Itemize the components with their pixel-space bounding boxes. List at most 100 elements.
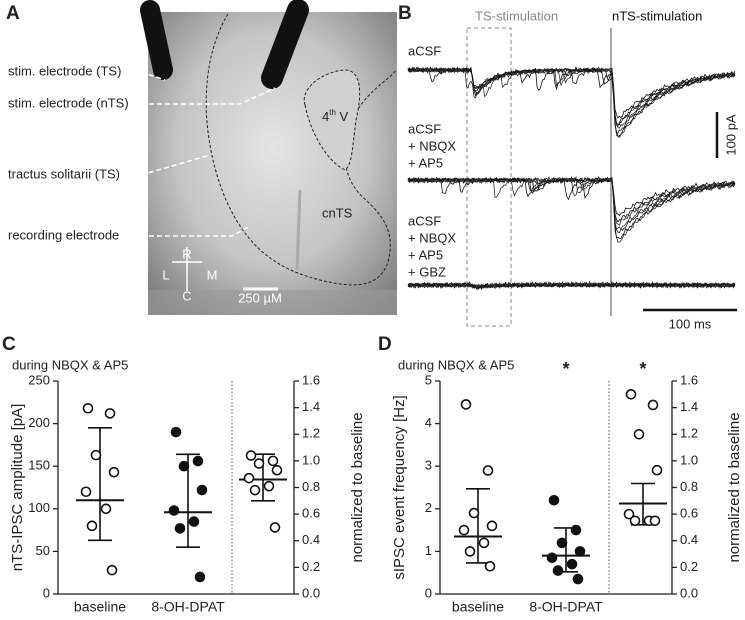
data-point [106, 564, 118, 576]
y-tick-label: 0 [425, 585, 432, 600]
data-point [552, 565, 564, 576]
data-point [482, 465, 494, 476]
stim-label: nTS-stimulation [612, 8, 702, 23]
data-point [243, 472, 255, 484]
y-tick-label: 150 [28, 458, 50, 473]
data-point [460, 399, 472, 410]
data-point [566, 558, 578, 570]
y2-tick-label: 0.4 [680, 532, 698, 547]
data-point [104, 408, 116, 419]
y2-tick-label: 0.0 [302, 585, 320, 600]
condition-label: aCSF [408, 43, 441, 58]
y2-tick-label: 0.6 [302, 506, 320, 521]
current-scale-label: 100 pA [723, 114, 738, 156]
y2-axis-label: normalized to baseline [349, 412, 366, 562]
data-point [486, 520, 498, 532]
data-point [267, 455, 279, 467]
data-point [253, 458, 265, 469]
y-tick-label: 100 [28, 500, 50, 515]
data-point [245, 450, 257, 461]
image-label: stim. electrode (nTS) [8, 95, 129, 110]
panel-subtitle: during NBQX & AP5 [398, 357, 514, 372]
recording-electrode [295, 189, 302, 271]
trace [407, 281, 736, 289]
significance-label: * [562, 359, 569, 379]
x-tick-label: 8-OH-DPAT [151, 599, 225, 615]
data-point [168, 505, 180, 516]
data-point [188, 516, 200, 527]
ventricle-outline [303, 69, 361, 171]
data-point [458, 524, 470, 536]
image-label: stim. electrode (TS) [8, 63, 121, 78]
y2-tick-label: 1.0 [680, 452, 698, 467]
panel-subtitle: during NBQX & AP5 [12, 357, 128, 372]
y-tick-label: 50 [36, 543, 50, 558]
trace [407, 176, 736, 233]
trace [407, 66, 736, 139]
trace [407, 66, 736, 129]
data-point [574, 546, 586, 557]
y2-tick-label: 0.6 [680, 506, 698, 521]
ventricle-label: 4th V [322, 108, 349, 124]
y2-tick-label: 1.2 [680, 426, 698, 441]
ts-window [466, 27, 512, 327]
data-point [651, 464, 663, 476]
data-point [174, 523, 186, 534]
data-point [548, 494, 560, 506]
compass-label: M [207, 267, 218, 282]
trace [407, 176, 736, 239]
ventricle-suffix: V [336, 109, 349, 124]
y-tick-label: 2 [425, 500, 432, 515]
panel-letter: B [398, 3, 412, 24]
condition-labels: aCSF aCSF + NBQX + AP5 aCSF + NBQX + AP5 + GBZ [408, 43, 456, 279]
data-point [572, 573, 584, 585]
y2-tick-label: 0.2 [302, 559, 320, 574]
compass-label: C [182, 288, 191, 303]
data-point [556, 537, 568, 549]
y-tick-label: 0 [43, 585, 50, 600]
data-point [649, 515, 661, 527]
nts-electrode [261, 0, 309, 89]
trace [408, 176, 736, 231]
condition-label: + AP5 [408, 247, 443, 262]
data-point [478, 537, 490, 549]
data-point [263, 480, 275, 492]
y2-tick-label: 1.6 [680, 372, 698, 387]
y2-tick-label: 1.4 [680, 399, 698, 414]
condition-label: + NBQX [408, 138, 456, 153]
image-label: recording electrode [8, 227, 119, 242]
data-point [192, 455, 204, 467]
data-point [196, 484, 208, 496]
y-tick-label: 3 [425, 458, 432, 473]
y-tick-label: 1 [425, 543, 432, 558]
y2-tick-label: 0.8 [302, 479, 320, 494]
y2-tick-label: 1.4 [302, 399, 320, 414]
data-point [249, 484, 261, 496]
ts-electrode [140, 0, 173, 80]
data-point [623, 508, 635, 520]
data-point [194, 571, 206, 583]
data-point [647, 399, 659, 411]
x-tick-label: baseline [452, 599, 504, 615]
significance-label: * [639, 359, 646, 379]
region-label: cnTS [322, 205, 353, 220]
stim-label: TS-stimulation [475, 8, 558, 23]
y-tick-label: 4 [425, 415, 432, 430]
y2-tick-label: 0.0 [680, 585, 698, 600]
region-outline [205, 13, 397, 286]
panel-letter: D [378, 334, 392, 355]
data-point [464, 546, 476, 557]
ventricle-sup: th [329, 108, 336, 117]
y-tick-label: 250 [28, 372, 50, 387]
data-point [269, 522, 281, 533]
y2-tick-label: 1.6 [302, 372, 320, 387]
time-scale-label: 100 ms [669, 316, 712, 331]
trace [407, 176, 736, 216]
y-axis-label: nTS-IPSC amplitude [pA] [9, 404, 26, 572]
condition-label: aCSF [408, 121, 441, 136]
panel-letter: A [6, 3, 20, 24]
y-axis-label: sIPSC event frequency [Hz] [391, 395, 408, 579]
data-point [468, 507, 480, 519]
